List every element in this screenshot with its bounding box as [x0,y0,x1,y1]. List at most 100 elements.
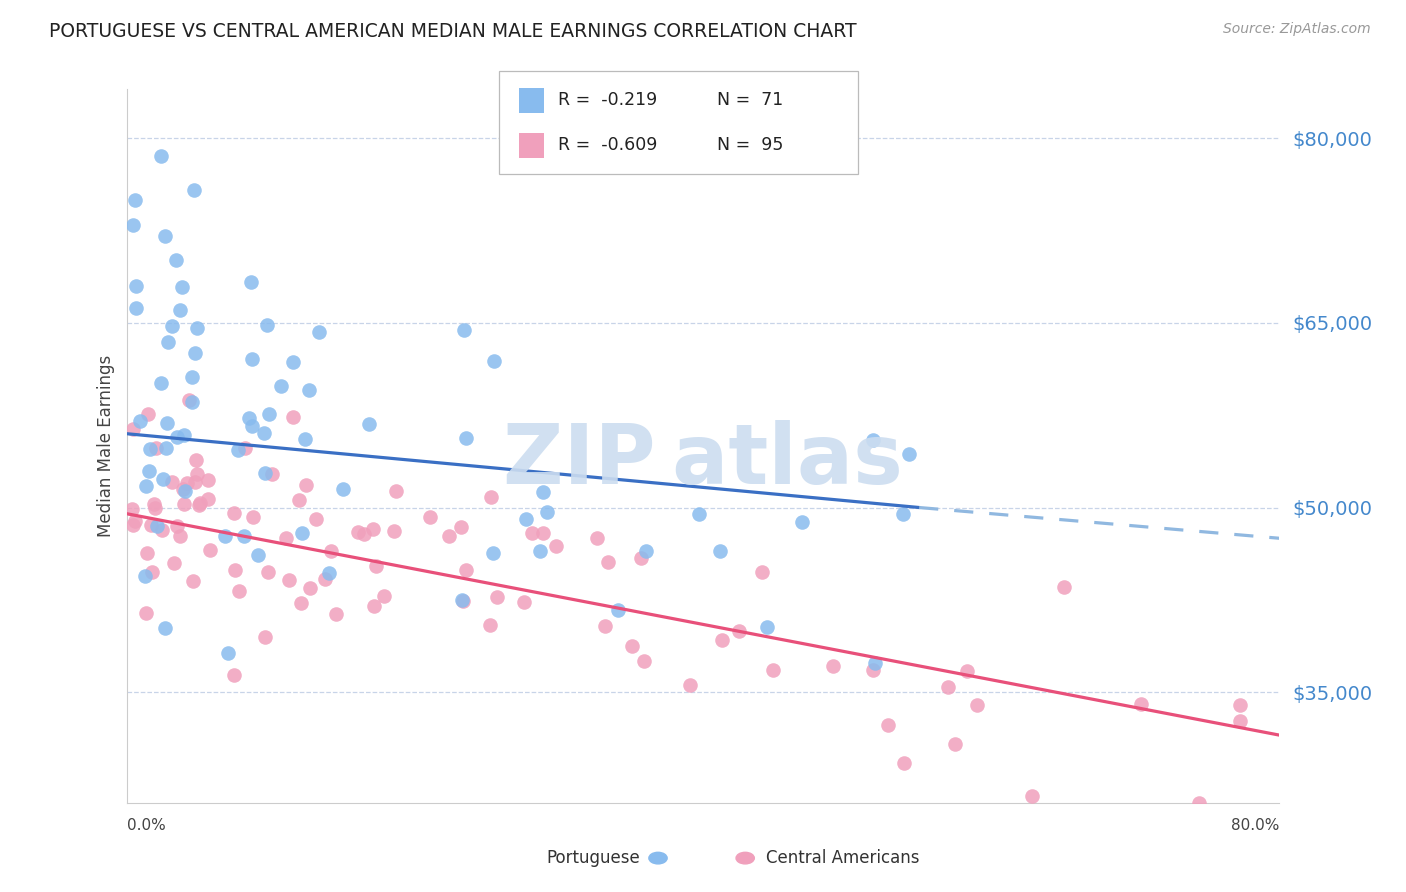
Point [135,478,157,492]
Point [630,550,652,565]
Point [633,654,655,668]
Point [166,429,188,443]
Point [308,326,330,340]
Point [482,353,505,368]
Point [756,620,779,634]
Point [862,664,884,678]
Point [270,379,292,393]
Point [217,646,239,660]
Point [155,442,177,456]
Point [291,525,314,540]
Point [295,478,318,492]
Point [898,447,921,461]
Point [181,574,204,588]
Point [145,518,167,533]
Point [260,467,283,481]
Point [240,418,263,433]
Point [135,606,157,620]
Point [224,668,246,682]
Point [143,501,166,516]
Point [596,555,619,569]
Point [479,490,502,504]
Point [529,544,551,558]
Point [1021,789,1043,803]
Point [121,218,143,232]
Point [153,621,176,635]
Point [121,502,143,516]
Point [149,376,172,391]
Point [173,497,195,511]
Text: 80.0%: 80.0% [1232,818,1279,832]
Point [134,569,156,583]
Text: ZIP atlas: ZIP atlas [503,420,903,500]
Point [150,149,173,163]
Point [256,318,278,333]
Text: 0.0%: 0.0% [127,818,166,832]
Point [709,544,731,558]
Point [877,718,900,732]
Point [1130,697,1153,711]
Point [163,556,186,570]
Point [1188,796,1211,810]
Point [595,619,617,633]
Point [1229,714,1251,728]
Point [607,603,630,617]
Text: R =  -0.609: R = -0.609 [558,136,658,154]
Point [727,624,749,638]
Point [278,573,301,587]
Point [688,507,710,521]
Point [620,640,643,654]
Point [186,467,208,481]
Text: Source: ZipAtlas.com: Source: ZipAtlas.com [1223,22,1371,37]
Point [181,394,204,409]
Text: N =  71: N = 71 [717,91,783,109]
Point [138,464,160,478]
Point [347,524,370,539]
Point [186,321,208,335]
Point [160,475,183,490]
Text: PORTUGUESE VS CENTRAL AMERICAN MEDIAN MALE EARNINGS CORRELATION CHART: PORTUGUESE VS CENTRAL AMERICAN MEDIAN MA… [49,22,856,41]
Point [314,572,336,586]
Point [222,506,245,520]
Point [536,505,558,519]
Point [679,678,702,692]
Point [305,512,328,526]
Point [274,532,297,546]
Point [150,523,173,537]
Point [177,392,200,407]
Point [478,618,501,632]
Point [187,498,209,512]
Point [160,319,183,334]
Point [238,410,260,425]
Point [259,407,281,421]
Point [353,526,375,541]
Point [198,542,221,557]
Point [183,183,205,197]
Point [531,484,554,499]
Point [586,531,609,545]
Text: Central Americans: Central Americans [766,849,920,867]
Point [124,193,146,207]
Point [332,482,354,496]
Point [240,351,263,366]
Point [136,547,159,561]
Point [325,607,347,621]
Point [235,442,257,456]
Point [955,664,977,678]
Text: N =  95: N = 95 [717,136,783,154]
Point [298,384,321,398]
Point [143,497,166,511]
Point [945,737,967,751]
Point [862,433,884,447]
Point [1053,580,1076,594]
Point [891,508,914,522]
Point [762,663,785,677]
Point [139,442,162,456]
Point [385,483,408,498]
Point [636,544,658,558]
Point [1229,698,1251,712]
Point [197,491,219,506]
Point [361,522,384,536]
Point [173,428,195,442]
Point [169,302,191,317]
